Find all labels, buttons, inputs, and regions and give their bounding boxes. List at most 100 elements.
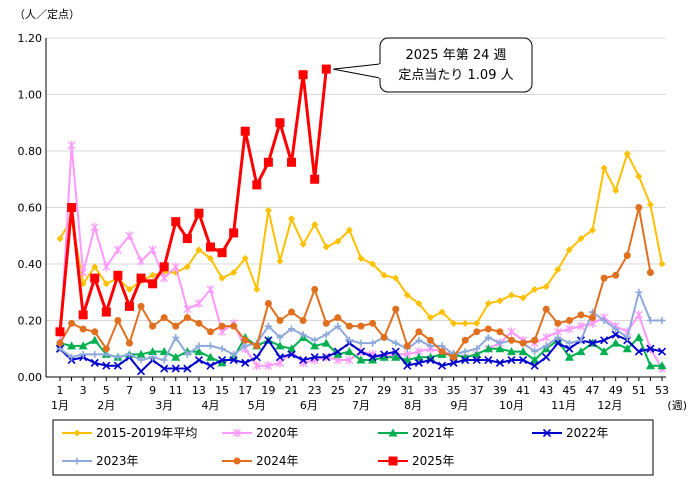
data-point [357,322,365,330]
data-point [149,322,157,330]
data-point [357,254,365,262]
data-point [79,325,87,333]
data-point [195,319,203,327]
data-point [322,353,331,362]
data-point [298,70,308,80]
data-point [253,342,261,350]
data-point [657,361,667,370]
data-point [577,336,585,344]
legend-label: 2020年 [256,426,299,440]
data-point [230,322,238,330]
data-point [229,355,238,365]
data-point [194,347,204,356]
x-tick-label: 21 [285,384,299,397]
data-point [264,361,273,371]
legend-label: 2025年 [412,454,455,468]
data-point [565,344,574,353]
data-point [612,187,620,195]
data-point [252,180,262,190]
data-point [369,339,377,347]
month-label: 9月 [450,399,468,412]
data-point [473,345,481,353]
month-label: 3月 [155,399,173,412]
data-point [207,328,214,336]
data-point [230,350,238,358]
legend-swatch-marker [233,428,241,438]
x-tick-label: 25 [331,384,345,397]
data-point [508,336,515,344]
data-point [507,327,516,337]
data-point [194,355,203,365]
data-point [333,347,342,356]
data-point [206,361,215,370]
data-point [622,344,632,353]
data-point [90,335,100,344]
x-tick-label: 11 [169,384,183,397]
data-point [276,317,284,324]
data-point [472,349,482,358]
x-tick-label: 1 [57,384,64,397]
data-point [345,355,354,365]
data-point [125,339,133,347]
x-tick-label: 7 [126,384,133,397]
data-point [137,256,145,266]
data-point [496,297,504,305]
data-point [159,347,169,356]
data-point [496,339,504,347]
data-point [612,325,620,333]
data-point [392,274,400,282]
legend-item: 2020年 [222,426,299,440]
data-point [113,245,122,255]
data-point [125,350,133,358]
data-point [311,336,319,344]
series-line [58,68,328,332]
y-tick-label: 0.20 [18,315,43,328]
data-point [531,285,539,293]
x-tick-label: 39 [493,384,507,397]
data-point [172,333,180,341]
month-label: 12月 [597,399,622,412]
data-point [403,342,411,350]
x-tick-label: 43 [539,384,553,397]
data-point [473,319,481,327]
data-point [565,246,573,254]
data-point [645,361,655,370]
data-point [600,317,608,324]
data-point [588,339,597,348]
data-point [171,262,180,272]
data-point [206,284,215,294]
month-label: 6月 [300,399,318,412]
legend-swatch-marker [388,456,398,466]
data-point [461,319,469,327]
legend-label: 2022年 [566,426,609,440]
data-point [171,217,181,227]
data-point [68,353,76,361]
data-point [646,201,654,209]
data-point [646,317,654,324]
data-point [68,319,76,327]
data-point [414,358,423,367]
data-point [148,245,157,255]
data-point [450,353,458,361]
data-point [79,267,88,277]
data-point [369,319,377,327]
data-point [333,349,343,358]
data-point [530,355,540,364]
data-point [554,319,562,327]
data-point [518,347,528,356]
data-point [611,330,620,339]
data-point [438,308,446,316]
data-point [577,235,585,243]
data-point [519,294,527,302]
data-point [67,341,77,350]
data-point [183,350,191,358]
data-point [125,285,133,293]
data-point [183,304,192,314]
y-unit-label: （人／定点） [14,7,80,21]
data-point [345,226,353,234]
x-tick-label: 27 [354,384,368,397]
data-point [275,118,285,128]
data-point [392,305,400,313]
callout-line: 定点当たり 1.09 人 [398,68,513,83]
